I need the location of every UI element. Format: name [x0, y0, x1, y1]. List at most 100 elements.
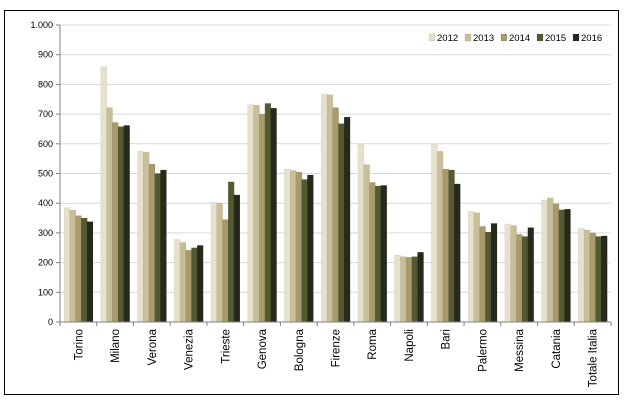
y-tick-label: 300 — [38, 228, 53, 238]
bar-2016-trieste — [233, 194, 241, 323]
bar-2013-totale-italia — [583, 229, 591, 323]
bar-2012-firenze — [320, 93, 328, 323]
bar-2014-torino — [75, 215, 82, 323]
y-tick-label: 900 — [38, 50, 53, 60]
legend-label: 2014 — [509, 33, 530, 44]
bar-2016-genova — [270, 107, 277, 323]
bar-2015-messina — [521, 236, 529, 323]
y-tick-label: 0 — [48, 317, 53, 327]
bar-2014-venezia — [185, 249, 192, 323]
axes — [59, 25, 612, 326]
y-tick-label: 100 — [38, 287, 53, 297]
bar-2013-torino — [69, 209, 77, 323]
x-category-label: Milano — [110, 329, 122, 363]
bar-2016-messina — [527, 227, 534, 323]
bar-2015-venezia — [191, 247, 198, 323]
bar-2012-napoli — [394, 254, 401, 323]
bar-2016-verona — [160, 169, 167, 323]
x-category-label: Venezia — [184, 328, 196, 370]
bar-2016-catania — [564, 208, 571, 323]
bar-2015-napoli — [411, 256, 419, 323]
bar-2013-palermo — [473, 212, 481, 323]
bar-2015-catania — [558, 209, 565, 323]
bar-2014-palermo — [479, 226, 486, 323]
bar-2016-bologna — [307, 174, 314, 323]
bar-2012-messina — [504, 223, 512, 323]
bar-2016-totale-italia — [601, 235, 608, 323]
bar-2012-bologna — [284, 168, 291, 323]
bar-2014-trieste — [222, 219, 229, 323]
bar-2012-verona — [137, 151, 144, 323]
bar-2012-genova — [247, 104, 254, 323]
bar-2013-milano — [106, 107, 113, 323]
bar-2014-genova — [258, 113, 266, 323]
bar-2015-totale-italia — [595, 236, 602, 323]
x-category-label: Catania — [551, 328, 563, 368]
x-category-label: Bologna — [294, 328, 306, 371]
bar-2013-napoli — [400, 256, 407, 323]
legend-swatch — [428, 33, 436, 42]
bar-2016-roma — [380, 185, 388, 323]
bar-2016-palermo — [490, 223, 498, 323]
bar-2012-roma — [357, 143, 365, 323]
bar-2013-venezia — [179, 242, 187, 323]
bar-2016-firenze — [343, 116, 351, 323]
bar-2013-verona — [143, 151, 150, 323]
bar-2012-totale-italia — [578, 228, 585, 323]
bar-2014-napoli — [405, 257, 413, 323]
y-tick-label: 500 — [38, 169, 53, 179]
y-tick-label: 1.000 — [30, 20, 53, 30]
legend-label: 2016 — [581, 33, 602, 44]
bar-2013-genova — [253, 104, 260, 323]
bar-2016-bari — [454, 183, 461, 323]
chart-frame: 0 100 200 300 400 500 600 700 800 900 1.000 Torino… — [4, 10, 619, 395]
bar-2012-torino — [63, 207, 71, 323]
bar-2014-firenze — [332, 107, 339, 323]
bar-2015-milano — [117, 126, 125, 323]
bar-2014-messina — [516, 234, 523, 323]
bar-2014-verona — [148, 163, 156, 323]
bar-2012-bari — [431, 144, 438, 323]
bar-2014-totale-italia — [589, 232, 596, 323]
bar-2015-palermo — [485, 231, 492, 323]
legend-swatch — [464, 33, 472, 42]
bar-2013-bari — [436, 151, 444, 323]
legend-label: 2015 — [545, 33, 566, 44]
bar-2012-venezia — [174, 239, 181, 323]
legend: 2012 2013 2014 2015 2016 — [428, 33, 602, 44]
bar-2015-torino — [81, 217, 88, 323]
bar-chart: 0 100 200 300 400 500 600 700 800 900 1.000 Torino… — [30, 20, 612, 387]
legend-label: 2012 — [437, 33, 458, 44]
bar-2014-roma — [369, 182, 376, 323]
bar-2016-venezia — [196, 245, 204, 323]
bar-2013-firenze — [326, 94, 334, 323]
bar-2015-trieste — [227, 181, 235, 323]
legend-swatch — [536, 33, 544, 42]
legend-swatch — [500, 33, 508, 42]
bar-2013-bologna — [289, 170, 297, 323]
bar-2015-firenze — [338, 123, 345, 323]
x-axis-labels: Torino Milano Verona Venezia Trieste Genova Bo… — [73, 328, 599, 387]
bar-2015-bologna — [301, 179, 308, 323]
y-tick-label: 200 — [38, 258, 53, 268]
bar-2012-palermo — [467, 211, 475, 323]
bar-2013-catania — [547, 197, 554, 323]
x-category-label: Roma — [367, 328, 379, 359]
bar-2016-napoli — [417, 252, 424, 323]
legend-label: 2013 — [473, 33, 494, 44]
bar-2015-roma — [374, 185, 382, 323]
x-category-label: Palermo — [477, 329, 489, 372]
x-category-label: Genova — [257, 328, 269, 369]
bar-2016-torino — [86, 221, 94, 323]
bar-2014-bari — [442, 168, 450, 323]
bar-2012-milano — [100, 66, 108, 323]
bar-2013-messina — [510, 225, 517, 323]
bar-2014-bologna — [295, 171, 303, 323]
bar-2016-milano — [123, 125, 130, 323]
bar-2013-trieste — [216, 202, 223, 323]
y-axis-ticks: 0 100 200 300 400 500 600 700 800 900 1.000 — [30, 20, 60, 327]
y-tick-label: 400 — [38, 198, 53, 208]
bar-2013-roma — [363, 164, 370, 323]
x-category-label: Verona — [147, 328, 159, 365]
x-category-label: Trieste — [220, 329, 232, 364]
